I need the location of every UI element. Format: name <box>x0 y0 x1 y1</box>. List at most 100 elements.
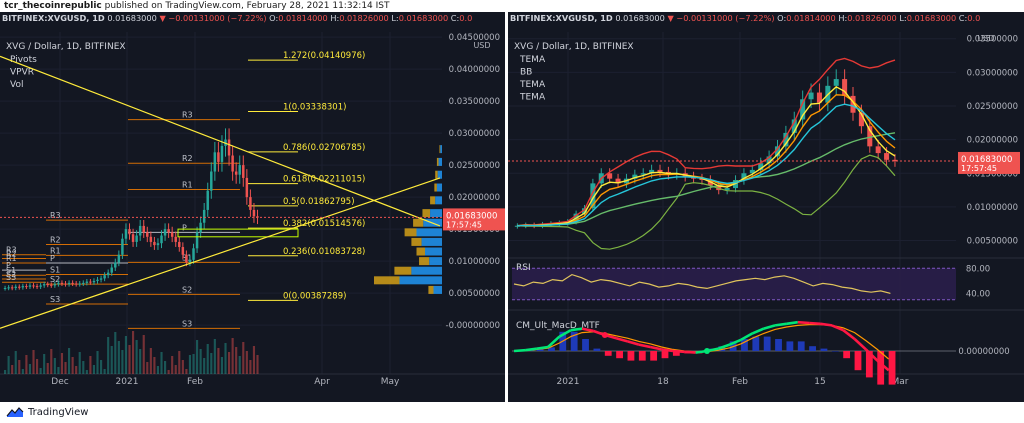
macd-line-segment <box>729 338 742 346</box>
pivot-label: R2 <box>182 154 193 163</box>
pivot-label: S2 <box>50 275 60 284</box>
candle-body <box>28 285 32 287</box>
volume-bar <box>231 338 234 374</box>
volume-bar <box>146 362 149 374</box>
candle-body <box>46 284 49 286</box>
last-price-label: 0.01683000 <box>961 155 1012 165</box>
right-chart-canvas[interactable]: 2021 18 Feb 15 Mar 0.03500000 0.03000000 0.0250… <box>508 12 1024 402</box>
volume-bar <box>60 353 64 374</box>
candle-body <box>32 285 35 287</box>
time-axis-label: 2021 <box>557 377 580 387</box>
candle-body <box>7 287 10 289</box>
volume-bar <box>238 356 241 374</box>
fib-level-label: 0.786(0.02706785) <box>283 143 365 153</box>
pivot-label: S3 <box>6 273 16 282</box>
price-tick-label: 0.01500000 <box>967 169 1018 179</box>
candle-body <box>160 235 163 244</box>
chart-title: XVG / Dollar, 1D, BITFINEX <box>514 42 634 52</box>
right-chart-panel[interactable]: 2021 18 Feb 15 Mar 0.03500000 0.03000000 0.0250… <box>508 12 1024 402</box>
candle-body <box>640 173 646 175</box>
pivot-label: R2 <box>50 235 61 244</box>
volume-bar <box>181 360 184 374</box>
candle-body <box>124 229 128 239</box>
volume-bar <box>32 350 35 374</box>
candle-body <box>167 229 170 233</box>
publisher-name[interactable]: tcr_thecoinrepublic <box>4 1 102 11</box>
tradingview-logo[interactable]: TradingView <box>6 406 88 418</box>
volume-bar <box>203 358 206 374</box>
macd-line-segment <box>853 338 867 351</box>
candle-body <box>181 247 185 255</box>
low-value: 0.01683000 <box>398 13 449 23</box>
candle-body <box>220 145 224 162</box>
volume-bar <box>36 359 39 374</box>
candle-body <box>71 282 74 284</box>
volume-profile-bar <box>419 257 430 266</box>
volume-bar <box>210 353 213 374</box>
symbol-name[interactable]: BITFINEX:XVGUSD, 1D <box>510 13 613 23</box>
fib-level-label: 1.272(0.04140976) <box>283 51 365 61</box>
time-axis-label: 18 <box>657 377 669 387</box>
macd-line-segment <box>740 332 754 341</box>
candle-body <box>581 208 588 214</box>
volume-bar <box>92 365 96 374</box>
candle-body <box>590 183 596 209</box>
volume-profile-bar <box>430 209 442 218</box>
high-value: 0.01826000 <box>339 13 389 23</box>
volume-bar <box>21 369 24 374</box>
rsi-label: RSI <box>516 263 531 273</box>
rsi-band <box>512 268 956 300</box>
macd-cross-dot <box>704 348 710 354</box>
indicator-label: TEMA <box>519 55 546 65</box>
volume-bar <box>139 349 142 374</box>
left-chart-panel[interactable]: Dec 2021 Feb Apr May 0.04500000 0.04000000 0.03… <box>0 12 505 402</box>
candle-body <box>14 286 17 288</box>
macd-line-segment <box>581 327 594 333</box>
volume-bar <box>242 342 245 374</box>
volume-bar <box>149 348 152 374</box>
volume-bar <box>107 337 110 374</box>
fib-level-label: 0.382(0.01514576) <box>283 219 365 229</box>
macd-histogram-bar <box>775 339 782 351</box>
volume-bar <box>50 349 53 374</box>
left-chart-canvas[interactable]: Dec 2021 Feb Apr May 0.04500000 0.04000000 0.03… <box>0 12 505 402</box>
candle-body <box>99 278 103 280</box>
candle-body <box>875 146 881 154</box>
macd-line-segment <box>820 322 833 327</box>
candle-body <box>195 232 199 249</box>
volume-bar <box>100 360 103 374</box>
symbol-name[interactable]: BITFINEX:XVGUSD, 1D <box>2 13 105 23</box>
fib-level-label: 0.618(0.02211015) <box>283 175 365 185</box>
candle-body <box>188 259 192 263</box>
volume-profile-bar <box>411 237 422 246</box>
candle-body <box>82 282 85 284</box>
last-price-tag <box>958 151 1020 174</box>
volume-bar <box>206 344 209 374</box>
chart-title: XVG / Dollar, 1D, BITFINEX <box>6 42 126 52</box>
candle-body <box>153 241 156 246</box>
volume-bar <box>89 356 92 374</box>
price-tick-label: 0.01000000 <box>967 203 1018 213</box>
price-tick-label: 0.02000000 <box>449 193 500 203</box>
macd-histogram-bar <box>616 351 623 359</box>
volume-bar <box>121 350 124 374</box>
volume-bar <box>245 351 248 374</box>
volume-bar <box>235 347 238 374</box>
volume-bar <box>256 355 259 374</box>
bb-lower-band <box>517 154 896 250</box>
candle-body <box>39 285 42 287</box>
low-value: 0.01683000 <box>906 13 957 23</box>
candle-body <box>25 286 28 288</box>
pivot-label: S2 <box>182 285 192 294</box>
volume-profile-bar <box>437 170 442 179</box>
volume-bar <box>167 370 170 374</box>
support-zone-box <box>177 228 299 238</box>
candle-body <box>741 173 747 180</box>
volume-profile-bar <box>436 157 439 166</box>
candle-body <box>128 229 131 235</box>
candle-body <box>174 236 177 242</box>
tema-slow-line <box>517 132 896 227</box>
candle-body <box>210 171 213 191</box>
macd-line-segment <box>763 324 776 330</box>
rsi-tick-label: 40.00 <box>966 289 990 299</box>
